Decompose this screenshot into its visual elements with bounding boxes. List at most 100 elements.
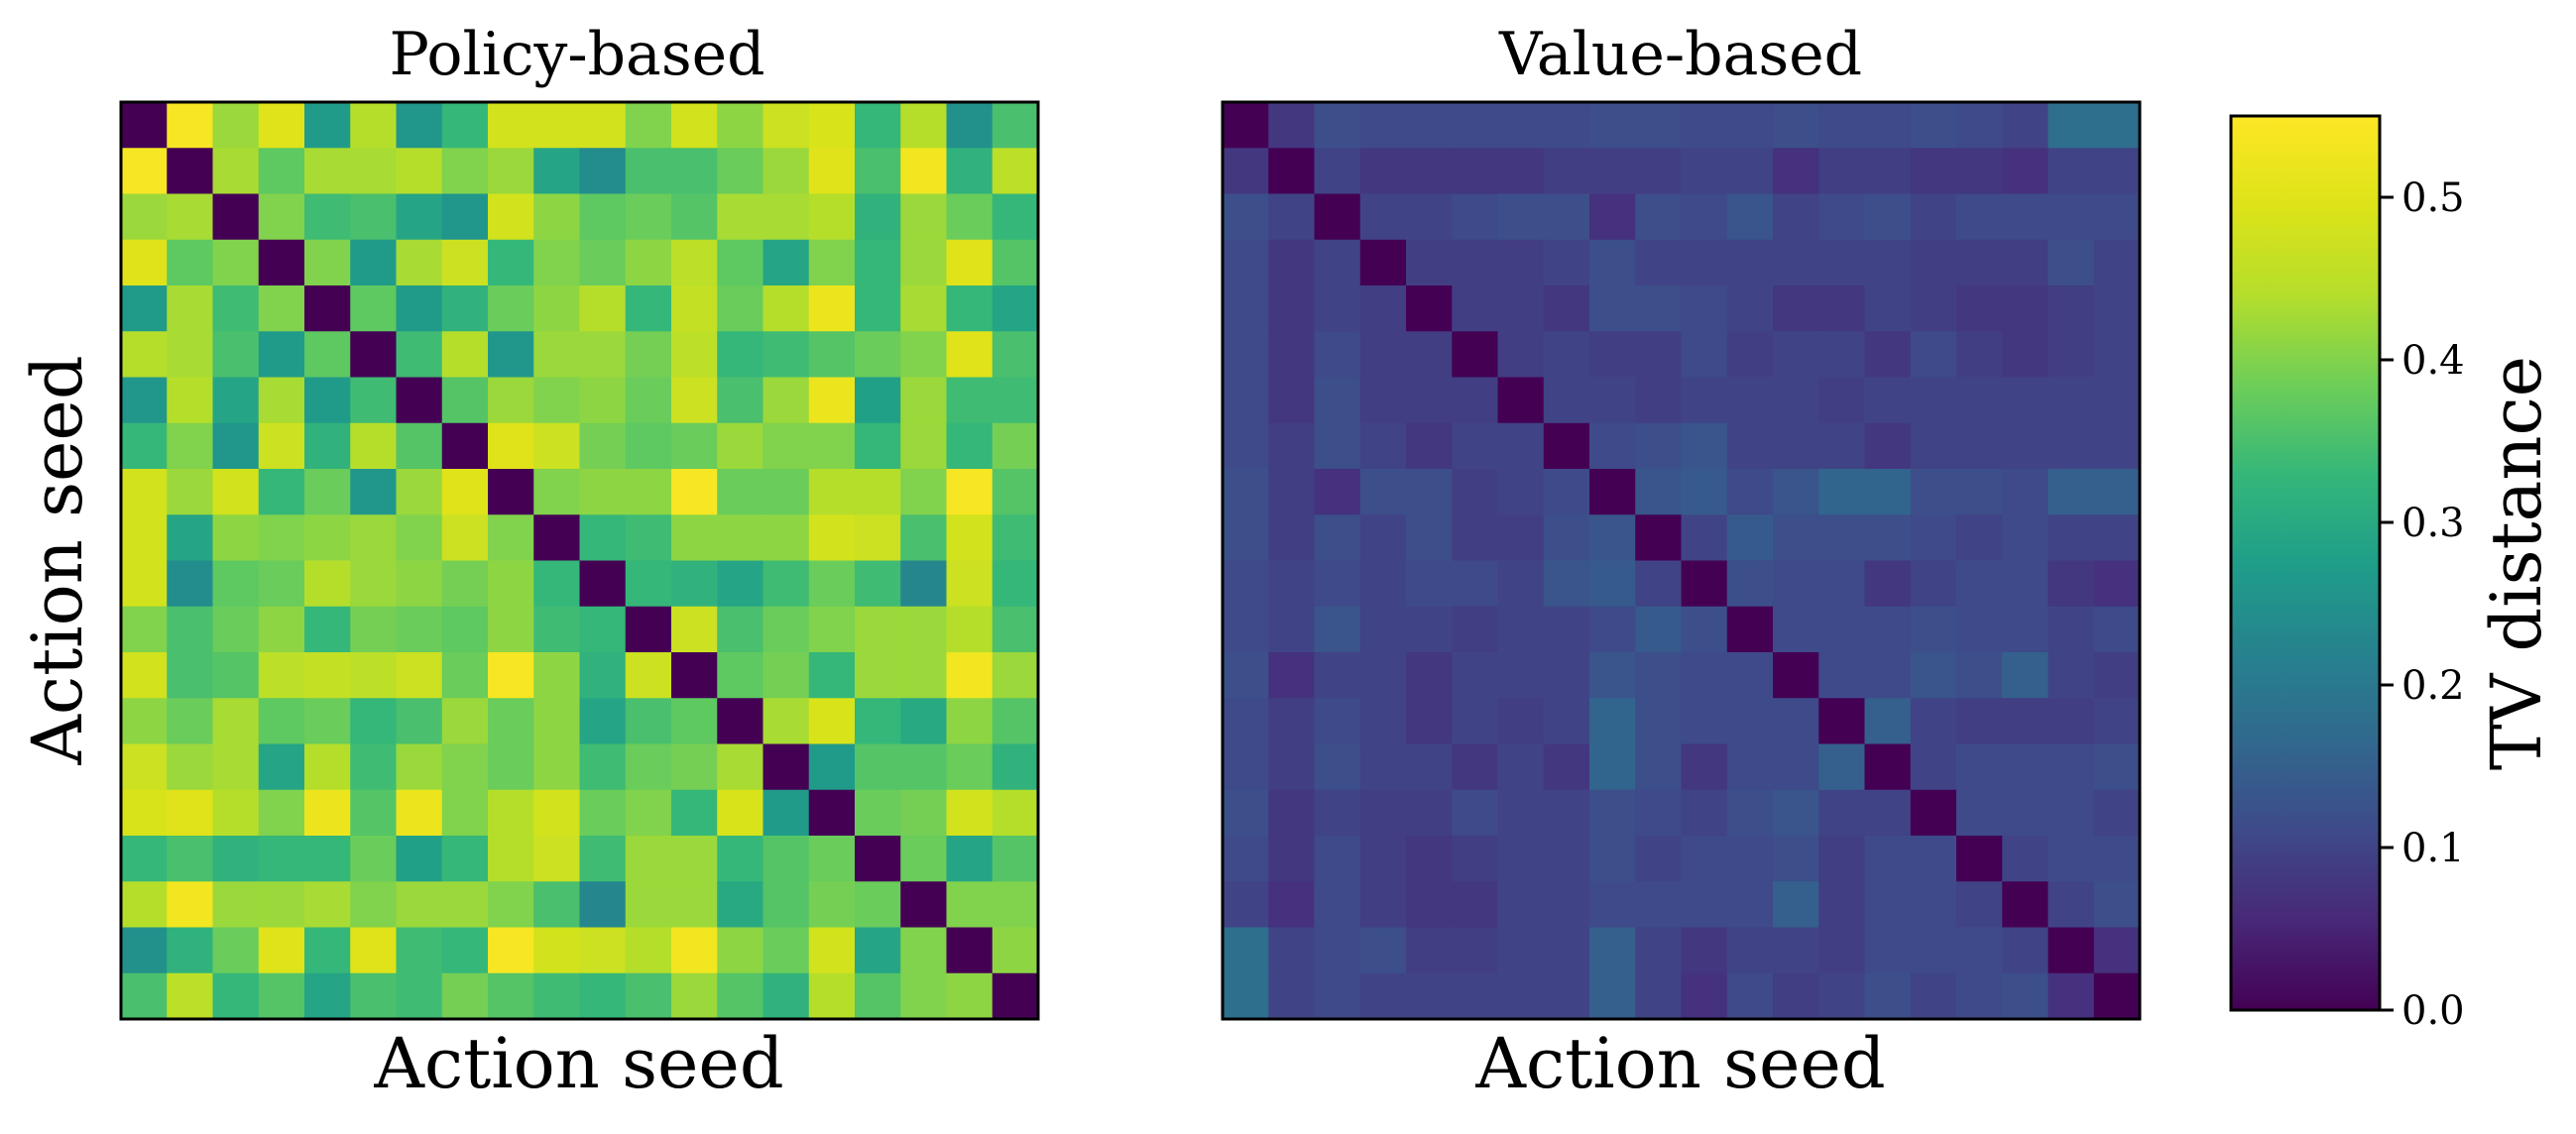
heatmap-cell (121, 560, 168, 608)
heatmap-cell (1406, 514, 1453, 562)
heatmap-cell (1543, 836, 1590, 882)
heatmap-cell (1497, 606, 1545, 653)
heatmap-cell (1773, 560, 1819, 608)
heatmap-cell (1589, 927, 1636, 974)
heatmap-cell (2002, 881, 2049, 929)
heatmap-cell (1314, 193, 1361, 241)
heatmap-cell (1452, 606, 1499, 653)
heatmap-cell (1452, 789, 1499, 837)
colorbar-tick-label: 0.3 (2401, 501, 2465, 546)
heatmap-cell (1818, 560, 1866, 608)
heatmap-cell (121, 102, 168, 149)
heatmap-cell (762, 102, 810, 149)
heatmap-cell (717, 698, 764, 745)
heatmap-cell (1268, 789, 1316, 837)
heatmap-cell (533, 285, 581, 332)
heatmap-cell (625, 836, 672, 882)
heatmap-cell (488, 331, 534, 379)
heatmap-cell (946, 193, 994, 241)
heatmap-cell (258, 422, 305, 470)
heatmap-cell (1359, 836, 1407, 882)
heatmap-cell (533, 881, 581, 929)
heatmap-cell (488, 606, 534, 653)
heatmap-cell (1864, 422, 1912, 470)
heatmap-cell (1359, 698, 1407, 745)
heatmap-cell (2093, 239, 2141, 286)
heatmap-cell (2093, 789, 2141, 837)
heatmap-cell (2048, 331, 2095, 379)
heatmap-cell (1359, 927, 1407, 974)
heatmap-cell (1635, 698, 1683, 745)
heatmap-cell (1818, 331, 1866, 379)
heatmap-cell (1268, 148, 1316, 195)
heatmap-cell (212, 789, 260, 837)
heatmap-cell (1864, 652, 1912, 699)
heatmap-cell (1314, 789, 1361, 837)
heatmap-cell (212, 652, 260, 699)
heatmap-cell (121, 927, 168, 974)
heatmap-cell (212, 836, 260, 882)
heatmap-cell (1956, 743, 2003, 791)
heatmap-cell (167, 102, 214, 149)
heatmap-cell (1635, 193, 1683, 241)
heatmap-cell (304, 881, 351, 929)
heatmap-cell (1818, 285, 1866, 332)
heatmap-cell (441, 972, 489, 1020)
heatmap-cell (258, 652, 305, 699)
heatmap-cell (1773, 102, 1819, 149)
heatmap-cell (992, 972, 1039, 1020)
heatmap-cell (350, 102, 398, 149)
heatmap-cell (488, 193, 534, 241)
heatmap-cell (350, 148, 398, 195)
heatmap-cell (441, 102, 489, 149)
heatmap-cell (1726, 239, 1774, 286)
heatmap-cell (1910, 606, 1957, 653)
heatmap-cell (1818, 743, 1866, 791)
heatmap-cell (671, 972, 718, 1020)
heatmap-cell (212, 743, 260, 791)
heatmap-cell (762, 285, 810, 332)
heatmap-cell (808, 377, 856, 424)
heatmap-cell (396, 193, 443, 241)
heatmap-cell (855, 377, 901, 424)
heatmap-cell (808, 102, 856, 149)
heatmap-cell (900, 560, 948, 608)
heatmap-cell (671, 652, 718, 699)
heatmap-cell (1314, 422, 1361, 470)
heatmap-cell (1314, 331, 1361, 379)
heatmap-cell (808, 698, 856, 745)
heatmap-cell (1543, 560, 1590, 608)
heatmap-cell (1773, 881, 1819, 929)
heatmap-cell (1864, 743, 1912, 791)
heatmap-cell (671, 514, 718, 562)
heatmap-cell (1956, 514, 2003, 562)
heatmap-cell (1359, 193, 1407, 241)
heatmap-cell (1223, 560, 1269, 608)
heatmap-cell (1635, 743, 1683, 791)
heatmap-cell (1268, 972, 1316, 1020)
heatmap-cell (258, 972, 305, 1020)
heatmap-cell (441, 836, 489, 882)
heatmap-cell (579, 422, 627, 470)
heatmap-cell (1773, 606, 1819, 653)
heatmap-cell (1268, 927, 1316, 974)
heatmap-cell (1543, 743, 1590, 791)
heatmap-cell (717, 331, 764, 379)
heatmap-cell (304, 698, 351, 745)
heatmap-cell (1681, 514, 1728, 562)
heatmap-cell (1635, 836, 1683, 882)
heatmap-cell (1910, 881, 1957, 929)
heatmap-cell (1359, 469, 1407, 515)
heatmap-cell (1589, 422, 1636, 470)
heatmap-cell (121, 514, 168, 562)
heatmap-cell (855, 652, 901, 699)
heatmap-cell (855, 102, 901, 149)
heatmap-cell (1589, 377, 1636, 424)
heatmap-cell (717, 422, 764, 470)
heatmap-cell (167, 514, 214, 562)
heatmap-cell (1589, 652, 1636, 699)
heatmap-cell (1497, 422, 1545, 470)
heatmap-cell (1635, 652, 1683, 699)
heatmap-cell (1726, 285, 1774, 332)
heatmap-cell (2002, 239, 2049, 286)
